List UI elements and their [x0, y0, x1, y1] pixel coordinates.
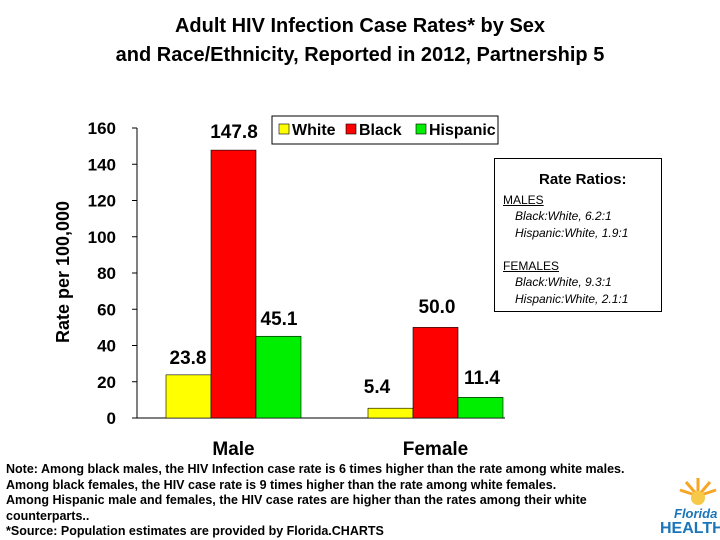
- y-tick-label: 140: [88, 155, 116, 174]
- y-tick-label: 160: [88, 119, 116, 138]
- note-line-2: Among black females, the HIV case rate i…: [6, 477, 557, 492]
- title-line-2: and Race/Ethnicity, Reported in 2012, Pa…: [115, 44, 605, 66]
- note-line-4: counterparts..: [6, 508, 90, 523]
- legend-swatch-hispanic: [415, 123, 427, 135]
- y-tick-label: 0: [107, 409, 116, 428]
- legend-box: [271, 115, 499, 145]
- data-label-black-female: 50.0: [419, 297, 456, 318]
- females-black-ratio: Black:White, 9.3:1: [515, 275, 612, 289]
- rate-ratios-box: Rate Ratios: MALES Black:White, 6.2:1 Hi…: [494, 158, 662, 312]
- note-line-3: Among Hispanic male and females, the HIV…: [6, 493, 587, 507]
- y-axis-label: Rate per 100,000: [53, 201, 73, 343]
- note-line-1: Note: Among black males, the HIV Infecti…: [6, 462, 625, 476]
- y-tick-label: 100: [88, 228, 116, 247]
- x-category-label: Female: [403, 439, 468, 460]
- bar-hispanic-male: [255, 335, 302, 419]
- data-label-black-male: 147.8: [210, 122, 258, 143]
- x-category-label: Male: [212, 439, 254, 460]
- legend-swatch-white: [278, 123, 290, 135]
- footnote: Note: Among black males, the HIV Infecti…: [6, 462, 706, 540]
- y-tick-label: 60: [97, 300, 116, 319]
- females-hispanic-ratio: Hispanic:White, 2.1:1: [515, 292, 629, 306]
- rate-ratios-title: Rate Ratios:: [539, 171, 627, 188]
- legend-label-hispanic: Hispanic: [429, 122, 496, 139]
- logo-health: HEALTH: [660, 520, 720, 537]
- y-tick-label: 20: [97, 373, 116, 392]
- bar-white-female: [367, 407, 414, 419]
- chart-title: Adult HIV Infection Case Rates* by Sex a…: [0, 12, 720, 70]
- data-label-white-female: 5.4: [364, 377, 391, 398]
- y-tick-label: 80: [97, 264, 116, 283]
- florida-health-logo: Florida HEALTH: [660, 474, 720, 538]
- data-label-white-male: 23.8: [170, 348, 207, 369]
- bar-black-female: [412, 327, 459, 419]
- males-hispanic-ratio: Hispanic:White, 1.9:1: [515, 226, 629, 240]
- y-tick-label: 40: [97, 337, 116, 356]
- legend-swatch-black: [345, 123, 357, 135]
- legend-label-white: White: [292, 122, 336, 139]
- males-black-ratio: Black:White, 6.2:1: [515, 209, 612, 223]
- bar-white-male: [165, 374, 212, 419]
- bar-black-male: [210, 149, 257, 419]
- legend-label-black: Black: [359, 122, 402, 139]
- data-label-hispanic-female: 11.4: [464, 368, 500, 389]
- logo-florida: Florida: [674, 506, 718, 521]
- note-line-5: *Source: Population estimates are provid…: [6, 524, 384, 538]
- females-heading: FEMALES: [503, 259, 560, 273]
- title-line-1: Adult HIV Infection Case Rates* by Sex: [174, 15, 546, 37]
- males-heading: MALES: [503, 193, 544, 207]
- y-tick-label: 120: [88, 192, 116, 211]
- bar-hispanic-female: [457, 397, 504, 419]
- data-label-hispanic-male: 45.1: [261, 309, 298, 330]
- sun-icon: [679, 478, 717, 505]
